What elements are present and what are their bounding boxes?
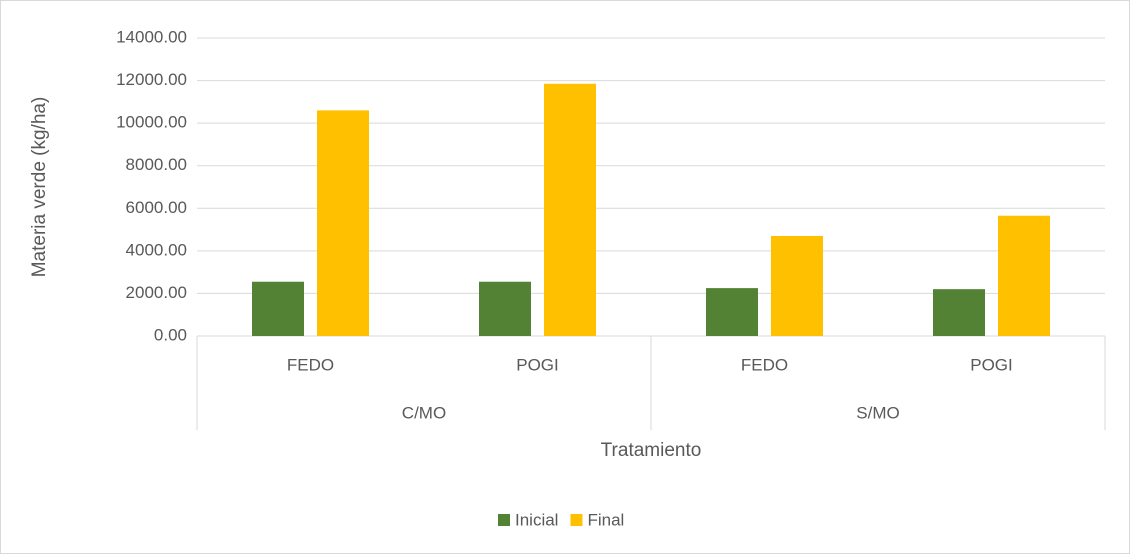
y-tick-label: 10000.00 bbox=[116, 113, 187, 132]
bar bbox=[544, 83, 596, 336]
x-tick-label: POGI bbox=[516, 355, 559, 374]
bar bbox=[771, 235, 823, 336]
x-tick-label: POGI bbox=[970, 355, 1013, 374]
y-tick-label: 12000.00 bbox=[116, 70, 187, 89]
y-tick-label: 4000.00 bbox=[126, 240, 187, 259]
bar bbox=[479, 281, 531, 336]
x-tick-label: FEDO bbox=[741, 355, 788, 374]
x-axis-title: Tratamiento bbox=[601, 440, 702, 461]
bar bbox=[317, 110, 369, 336]
y-tick-label: 2000.00 bbox=[126, 283, 187, 302]
legend-swatch bbox=[570, 514, 583, 526]
group-label: S/MO bbox=[856, 403, 899, 422]
bar bbox=[998, 215, 1050, 336]
bar bbox=[933, 289, 985, 336]
legend-label: Inicial bbox=[515, 510, 558, 529]
bar bbox=[706, 288, 758, 336]
y-tick-label: 14000.00 bbox=[116, 27, 187, 46]
y-axis-title: Materia verde (kg/ha) bbox=[29, 97, 50, 278]
x-tick-label: FEDO bbox=[287, 355, 334, 374]
y-tick-label: 8000.00 bbox=[126, 155, 187, 174]
group-label: C/MO bbox=[402, 403, 446, 422]
legend-label: Final bbox=[587, 510, 624, 529]
bar bbox=[252, 281, 304, 336]
legend-swatch bbox=[498, 514, 510, 526]
y-tick-label: 6000.00 bbox=[126, 198, 187, 217]
y-tick-label: 0.00 bbox=[154, 325, 187, 344]
